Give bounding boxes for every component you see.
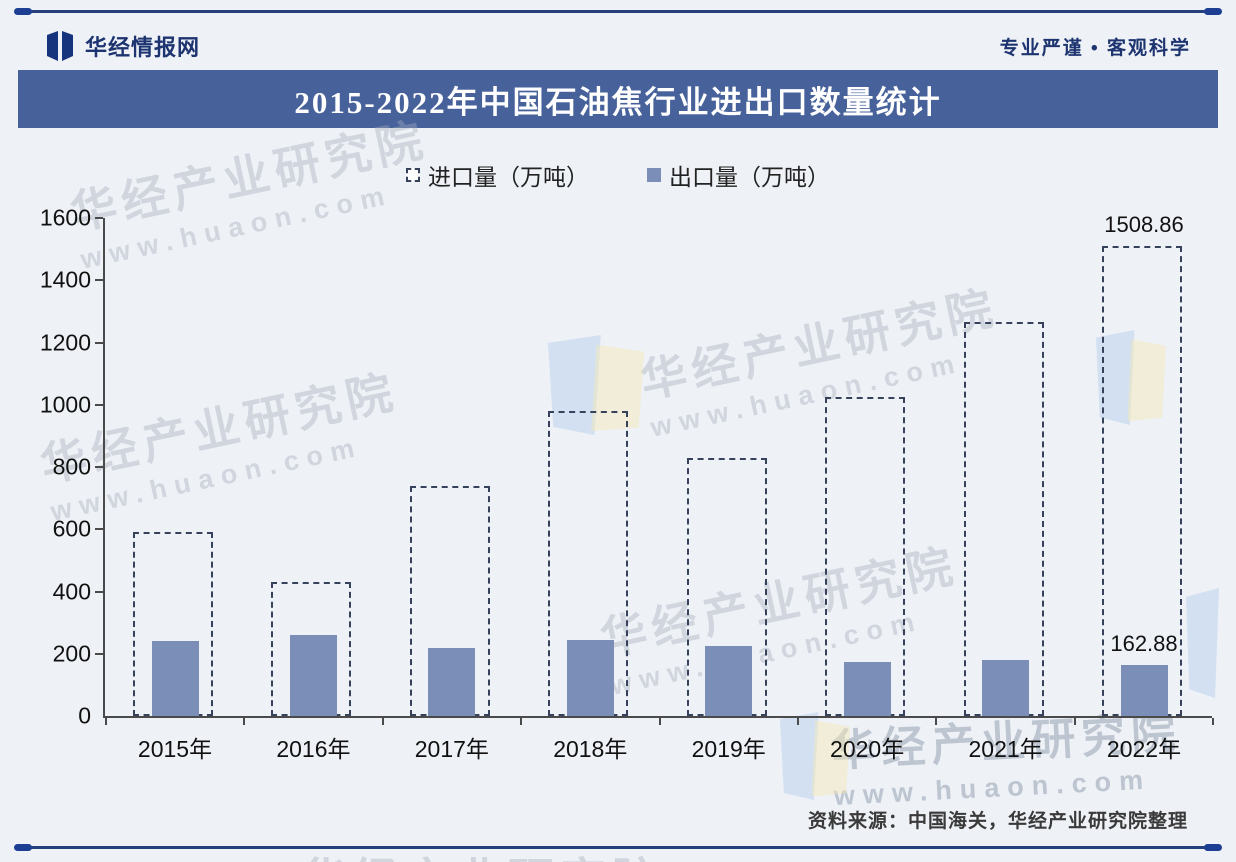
x-axis-tick-mark: [243, 718, 246, 725]
legend-import-label: 进口量（万吨）: [428, 164, 589, 190]
y-axis-tick-label: 1000: [39, 391, 91, 418]
export-bar-2017年: [428, 647, 476, 716]
top-divider-right-cap: [1204, 8, 1222, 15]
header: 华经情报网 专业严谨 • 客观科学: [45, 26, 1191, 66]
x-axis-category-label: 2016年: [276, 736, 351, 762]
export-bar-2020年: [843, 661, 891, 716]
header-slogan: 专业严谨 • 客观科学: [999, 37, 1191, 59]
x-axis-category-label: 2018年: [553, 736, 628, 762]
huajing-logo-icon: [45, 30, 75, 62]
x-axis-tick-mark: [1212, 718, 1214, 725]
bar-chart: 0 200 400 600 800 1000 1200 1400 1600 2015年 2016年 2…: [0, 200, 1236, 800]
y-axis-tick-label: 1200: [39, 329, 91, 355]
y-axis-tick-mark: [95, 590, 103, 593]
bottom-divider-right-cap: [1204, 844, 1222, 851]
y-axis-tick-label: 0: [78, 702, 91, 729]
y-axis-tick-label: 1400: [39, 266, 91, 293]
top-divider: [14, 8, 1222, 15]
chart-legend: 进口量（万吨） 出口量（万吨）: [0, 158, 1236, 192]
x-axis-tick-mark: [796, 718, 799, 725]
x-axis-category-label: 2022年: [1106, 736, 1182, 762]
y-axis-tick-mark: [95, 279, 103, 282]
top-divider-left-cap: [14, 8, 32, 15]
import-legend-marker-icon: [406, 168, 420, 182]
x-axis-tick-mark: [935, 718, 938, 725]
x-axis-category-label: 2017年: [414, 736, 489, 762]
y-axis-tick-label: 600: [52, 515, 91, 542]
export-bar-2021年: [982, 659, 1030, 716]
export-bar-2022年: [1120, 665, 1168, 716]
x-axis-tick-mark: [658, 718, 661, 725]
y-axis-tick-label: 200: [52, 640, 91, 667]
x-axis-tick-mark: [105, 718, 107, 725]
export-legend-marker-icon: [647, 168, 661, 182]
title-banner: 2015-2022年中国石油焦行业进出口数量统计: [18, 70, 1218, 128]
legend-export-label: 出口量（万吨）: [669, 164, 830, 190]
y-axis-tick-mark: [95, 528, 103, 531]
data-source-note: 资料来源：中国海关，华经产业研究院整理: [807, 811, 1188, 832]
page-title: 2015-2022年中国石油焦行业进出口数量统计: [294, 84, 942, 120]
bottom-divider-left-cap: [14, 844, 32, 851]
legend-item-export: 出口量（万吨）: [647, 158, 830, 192]
x-axis-category-label: 2021年: [968, 736, 1043, 762]
export-bar-2015年: [151, 641, 199, 716]
brand: 华经情报网: [45, 30, 200, 62]
plot-area: 0 200 400 600 800 1000 1200 1400 1600 2015年 2016年 2…: [40, 205, 1214, 762]
x-axis-category-label: 2020年: [830, 736, 905, 762]
export-bar-2019年: [705, 645, 753, 716]
x-axis-tick-mark: [381, 718, 384, 725]
y-axis-tick-mark: [95, 466, 103, 468]
legend-item-import: 进口量（万吨）: [406, 158, 589, 192]
bar-value-label: 162.88: [1110, 631, 1178, 657]
y-axis-tick-label: 1600: [39, 204, 91, 231]
y-axis-tick-mark: [95, 403, 103, 406]
y-axis-tick-mark: [95, 341, 103, 344]
x-axis-category-label: 2015年: [137, 736, 213, 762]
export-bar-2016年: [289, 635, 337, 716]
x-axis-tick-mark: [520, 718, 523, 725]
x-axis-category-label: 2019年: [691, 736, 766, 762]
bottom-divider: [14, 844, 1222, 851]
brand-name: 华经情报网: [85, 35, 201, 60]
y-axis-tick-label: 400: [52, 578, 91, 604]
bar-value-label: 1508.86: [1104, 212, 1184, 238]
export-bar-2018年: [566, 639, 614, 716]
import-bar-2021年: [963, 322, 1044, 716]
y-axis-tick-mark: [95, 217, 103, 219]
y-axis-tick-mark: [95, 652, 103, 655]
x-axis-tick-mark: [1073, 718, 1076, 725]
y-axis-tick-label: 800: [52, 453, 91, 480]
